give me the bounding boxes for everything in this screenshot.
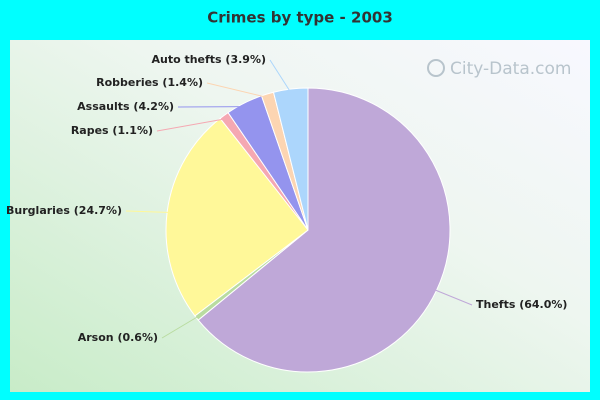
- slice-label: Rapes (1.1%): [71, 124, 153, 137]
- watermark-icon: [427, 59, 445, 77]
- slice-label: Arson (0.6%): [78, 331, 158, 344]
- slice-label: Burglaries (24.7%): [6, 204, 122, 217]
- pie-slice: [272, 87, 309, 231]
- slice-label: Robberies (1.4%): [96, 76, 203, 89]
- watermark: City-Data.com: [450, 59, 571, 79]
- leader-line: [156, 118, 227, 132]
- leader-line: [269, 59, 292, 94]
- leader-line: [206, 82, 269, 99]
- slice-label: Auto thefts (3.9%): [151, 53, 266, 66]
- slice-label: Assaults (4.2%): [77, 100, 174, 113]
- chart-title: Crimes by type - 2003: [207, 9, 393, 27]
- slice-label: Thefts (64.0%): [476, 298, 567, 311]
- leader-line: [432, 288, 473, 306]
- leader-line: [161, 315, 200, 339]
- leader-line: [125, 210, 172, 213]
